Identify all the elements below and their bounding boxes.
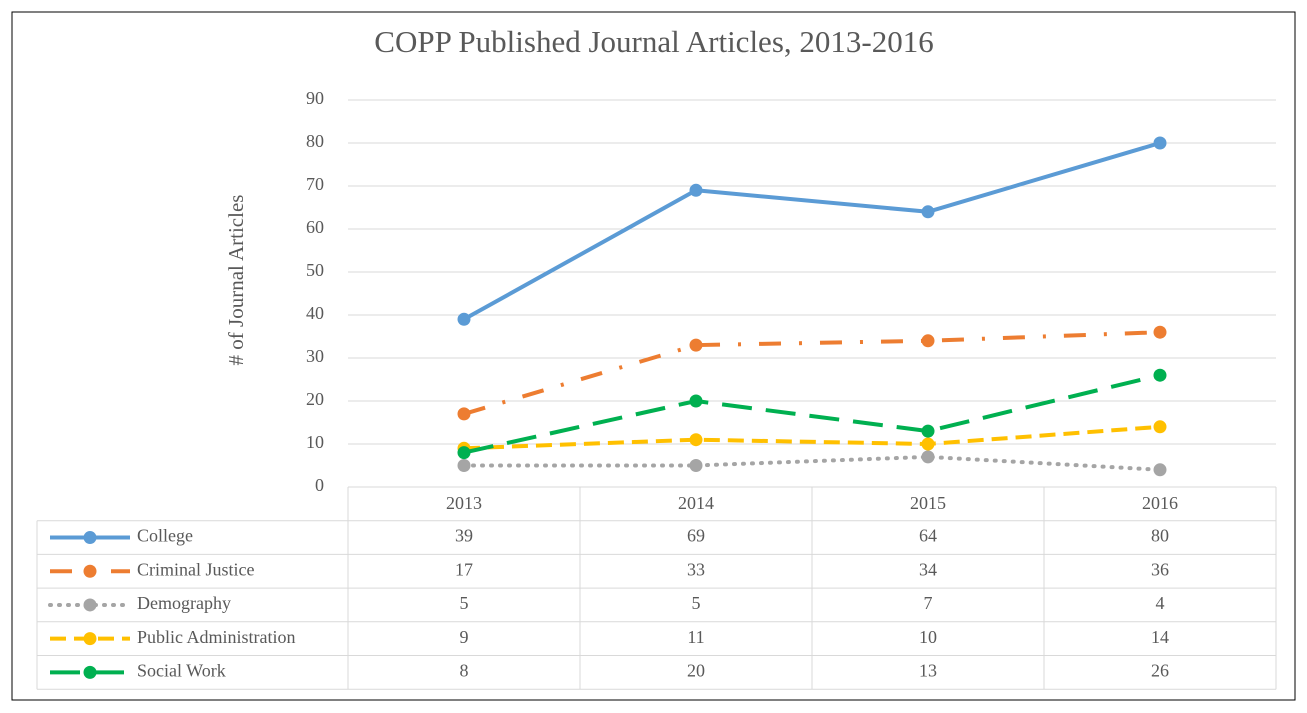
legend-label: Public Administration [137, 627, 296, 647]
y-tick-label: 70 [306, 174, 324, 194]
y-tick-label: 50 [306, 260, 324, 280]
series-marker [457, 446, 471, 460]
series-line [463, 424, 1161, 451]
series-marker [689, 459, 703, 472]
table-value: 33 [687, 559, 705, 579]
x-tick-label: 2014 [678, 493, 714, 513]
series-marker [1153, 463, 1167, 477]
series-marker [921, 450, 935, 464]
table-value: 5 [692, 593, 701, 613]
table-value: 10 [919, 627, 937, 647]
legend-marker [83, 564, 97, 578]
series-marker [689, 433, 703, 447]
table-value: 20 [687, 660, 705, 680]
table-value: 39 [455, 526, 473, 546]
series-line [463, 373, 1161, 455]
series-line [462, 454, 1162, 472]
table-value: 36 [1151, 559, 1169, 579]
legend-marker [83, 598, 97, 612]
y-tick-label: 10 [306, 432, 324, 452]
table-value: 13 [919, 660, 937, 680]
x-tick-label: 2013 [446, 493, 482, 513]
y-tick-label: 90 [306, 88, 324, 108]
series-marker [921, 424, 935, 438]
y-axis-label: # of Journal Articles [224, 195, 248, 366]
y-tick-label: 40 [306, 303, 324, 323]
series-marker [689, 183, 703, 197]
table-value: 14 [1151, 627, 1169, 647]
series-marker [1153, 325, 1167, 339]
legend-label: Demography [137, 593, 231, 613]
table-value: 5 [460, 593, 469, 613]
table-value: 9 [460, 627, 469, 647]
table-value: 11 [687, 627, 704, 647]
series-line [463, 330, 1161, 416]
table-value: 4 [1156, 593, 1165, 613]
y-tick-label: 30 [306, 346, 324, 366]
legend-marker [83, 665, 97, 679]
legend-label: Social Work [137, 660, 226, 680]
table-value: 7 [924, 593, 933, 613]
series-marker [921, 334, 935, 348]
table-value: 26 [1151, 660, 1169, 680]
table-value: 8 [460, 660, 469, 680]
x-tick-label: 2016 [1142, 493, 1178, 513]
legend-marker [83, 531, 97, 545]
series-marker [1153, 136, 1167, 150]
series-marker [457, 312, 471, 326]
legend-marker [83, 632, 97, 646]
y-tick-label: 80 [306, 131, 324, 151]
series-marker [1153, 368, 1167, 382]
series-marker [689, 394, 703, 408]
series-marker [689, 338, 703, 352]
y-tick-label: 60 [306, 217, 324, 237]
table-value: 69 [687, 526, 705, 546]
x-tick-label: 2015 [910, 493, 946, 513]
series-marker [457, 459, 471, 472]
series-marker [921, 205, 935, 219]
y-tick-label: 20 [306, 389, 324, 409]
chart-title: COPP Published Journal Articles, 2013-20… [374, 24, 933, 59]
legend-label: Criminal Justice [137, 559, 254, 579]
table-value: 80 [1151, 526, 1169, 546]
legend-label: College [137, 526, 193, 546]
series-line [463, 141, 1161, 322]
series-marker [1153, 420, 1167, 434]
series-marker [457, 407, 471, 421]
table-value: 17 [455, 559, 473, 579]
table-value: 34 [919, 559, 937, 579]
y-tick-label: 0 [315, 475, 324, 495]
series-marker [921, 437, 935, 451]
table-value: 64 [919, 526, 937, 546]
